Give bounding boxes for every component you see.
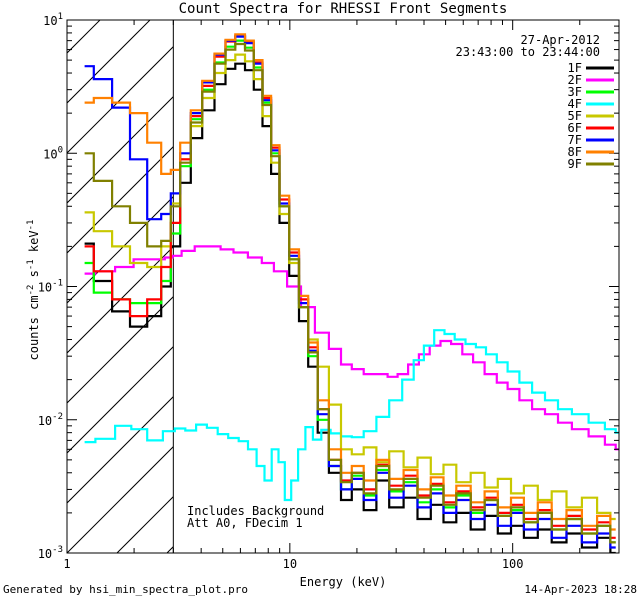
y-tick-label: 10-2 xyxy=(38,412,63,428)
legend-label-8F: 8F xyxy=(568,145,582,159)
legend-label-6F: 6F xyxy=(568,121,582,135)
axis-ticks: 1 10 100 10-3 10-2 10-1 100 101 xyxy=(38,12,620,571)
hatched-region xyxy=(67,20,640,553)
x-tick-label: 100 xyxy=(502,557,524,571)
chart-title: Count Spectra for RHESSI Front Segments xyxy=(179,1,508,17)
hatch-line xyxy=(617,20,640,553)
legend-label-1F: 1F xyxy=(568,61,582,75)
hatch-line xyxy=(267,20,640,553)
y-tick-label: 101 xyxy=(43,12,63,28)
hatch-line xyxy=(67,395,174,504)
attenuator-note: Att A0, FDecim 1 xyxy=(187,516,303,530)
x-axis-label: Energy (keV) xyxy=(300,575,387,589)
hatch-line xyxy=(367,20,640,553)
x-tick-label: 1 xyxy=(63,557,70,571)
series-layer xyxy=(84,33,619,553)
series-7F xyxy=(84,35,616,549)
generated-by-note: Generated by hsi_min_spectra_plot.pro xyxy=(3,583,249,596)
legend-label-5F: 5F xyxy=(568,109,582,123)
footer-timestamp: 14-Apr-2023 18:28 xyxy=(524,583,637,596)
legend-label-4F: 4F xyxy=(568,97,582,111)
hatch-line xyxy=(417,20,640,553)
date-annotation: 27-Apr-2012 xyxy=(521,33,600,47)
legend-label-2F: 2F xyxy=(568,73,582,87)
background-note: Includes Background xyxy=(187,504,324,518)
hatch-line xyxy=(67,245,174,354)
y-tick-label: 10-3 xyxy=(38,545,63,561)
series-9F xyxy=(84,42,616,544)
series-4F xyxy=(84,329,619,502)
y-tick-label: 100 xyxy=(43,145,63,161)
series-2F xyxy=(84,245,619,451)
time-range-annotation: 23:43:00 to 23:44:00 xyxy=(456,45,601,59)
x-tick-label: 10 xyxy=(283,557,297,571)
hatch-line xyxy=(67,95,174,204)
hatch-line xyxy=(67,445,174,553)
series-3F xyxy=(84,39,616,544)
y-axis-label: counts cm-2 s-1 keV-1 xyxy=(26,220,41,361)
legend-label-9F: 9F xyxy=(568,157,582,171)
hatch-line xyxy=(67,195,174,304)
hatch-line xyxy=(67,45,174,154)
legend-label-3F: 3F xyxy=(568,85,582,99)
legend-label-7F: 7F xyxy=(568,133,582,147)
y-tick-label: 10-1 xyxy=(38,279,63,295)
